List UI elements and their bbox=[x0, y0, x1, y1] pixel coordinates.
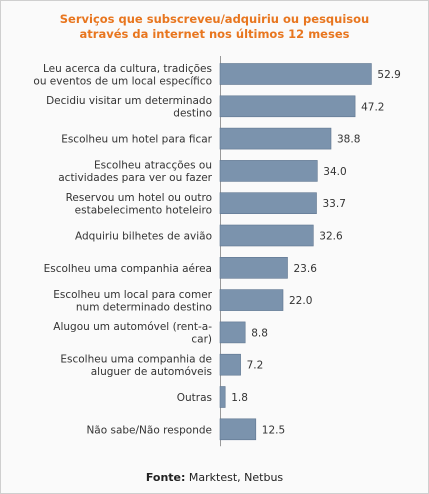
category-label: num determinado destino bbox=[76, 301, 212, 313]
bar bbox=[219, 418, 257, 441]
category-label: aluguer de automóveis bbox=[91, 366, 212, 378]
category-label: Outras bbox=[177, 392, 212, 404]
category-label: Não sabe/Não responde bbox=[86, 424, 212, 436]
data-label: 22.0 bbox=[289, 295, 312, 307]
category-label: ou eventos de um local específico bbox=[33, 75, 212, 87]
category-label: Escolheu um hotel para ficar bbox=[61, 134, 212, 146]
chart-title-line-1: Serviços que subscreveu/adquiriu ou pesq… bbox=[59, 12, 370, 26]
bar bbox=[219, 63, 372, 85]
data-label: 12.5 bbox=[262, 424, 285, 436]
source-label: Fonte: bbox=[145, 471, 186, 484]
category-label: Escolheu uma companhia de bbox=[60, 353, 212, 365]
category-label: Adquiriu bilhetes de avião bbox=[75, 231, 212, 243]
category-label: Reservou um hotel ou outro bbox=[66, 192, 212, 204]
data-label: 38.8 bbox=[337, 134, 360, 146]
bar bbox=[219, 353, 241, 376]
data-label: 47.2 bbox=[361, 101, 384, 113]
category-label: Escolheu um local para comer bbox=[53, 289, 212, 301]
category-label: Decidiu visitar um determinado bbox=[46, 95, 212, 107]
data-label: 52.9 bbox=[377, 69, 400, 81]
category-label: Escolheu atracções ou bbox=[94, 160, 212, 172]
bar bbox=[219, 192, 317, 214]
bar bbox=[219, 224, 314, 247]
bar bbox=[219, 386, 226, 408]
bar bbox=[219, 321, 246, 344]
category-label: Alugou um automóvel (rent-a- bbox=[53, 321, 212, 333]
data-label: 8.8 bbox=[251, 327, 268, 339]
source-note: Fonte: Marktest, Netbus bbox=[1, 471, 428, 484]
chart-title: Serviços que subscreveu/adquiriu ou pesq… bbox=[1, 12, 428, 42]
data-label: 32.6 bbox=[319, 231, 343, 243]
data-label: 23.6 bbox=[294, 263, 318, 275]
source-text: Marktest, Netbus bbox=[185, 471, 284, 484]
data-label: 34.0 bbox=[323, 166, 346, 178]
category-label: car) bbox=[191, 334, 212, 346]
category-label: estabelecimento hoteleiro bbox=[75, 204, 212, 216]
bar bbox=[219, 289, 284, 311]
chart-title-line-2: através da internet nos últimos 12 meses bbox=[79, 27, 350, 41]
bar bbox=[219, 127, 332, 150]
bar bbox=[219, 95, 356, 118]
category-label: destino bbox=[173, 108, 212, 120]
category-label: Escolheu uma companhia aérea bbox=[44, 263, 212, 275]
category-label: Leu acerca da cultura, tradições bbox=[43, 63, 212, 75]
data-label: 7.2 bbox=[247, 360, 264, 372]
bar bbox=[219, 256, 288, 279]
category-label: actividades para ver ou fazer bbox=[58, 172, 212, 184]
bar bbox=[219, 160, 318, 182]
data-label: 33.7 bbox=[323, 198, 346, 210]
data-label: 1.8 bbox=[231, 392, 248, 404]
